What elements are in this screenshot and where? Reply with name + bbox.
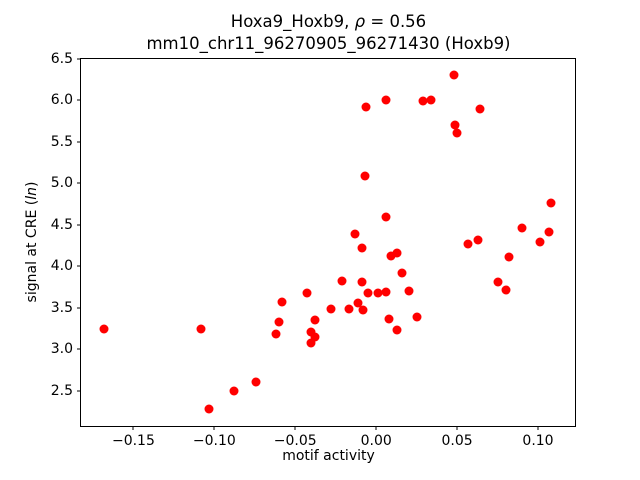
data-point [99,324,109,334]
data-point [404,286,414,296]
x-tick-mark [294,425,296,430]
data-point [386,251,396,261]
data-point [306,327,316,337]
data-point [353,298,363,308]
plot-area: −0.15 −0.10 −0.05 0.00 0.05 0.10 2.5 3.0 3.5 4.0 4… [51,51,577,449]
data-point [360,171,370,181]
title-correlation-value: = 0.56 [365,12,427,31]
chart-title-line2: mm10_chr11_96270905_96271430 (Hoxb9) [146,34,511,53]
x-tick-mark [213,425,215,430]
y-tick-label: 4.0 [50,258,73,275]
data-point [344,304,354,314]
data-point [357,277,367,287]
y-tick-label: 5.5 [50,133,73,150]
x-tick-mark [132,425,134,430]
x-tick-label: −0.15 [111,432,155,449]
y-axis-label-ln: ln [24,187,40,200]
y-axis-label-close: ) [24,181,40,188]
data-point [517,223,527,233]
data-point [418,96,428,106]
x-tick-mark [456,425,458,430]
data-point [463,239,473,249]
data-point [546,198,556,208]
chart-title-line1: Hoxa9_Hoxb9, ρ = 0.56 [80,11,577,33]
data-point [381,287,391,297]
y-tick-label: 4.5 [50,216,73,233]
data-point [361,102,371,112]
data-point [452,128,462,138]
y-tick-mark [77,58,81,60]
data-point [544,227,554,237]
data-point [384,314,394,324]
data-point [392,325,402,335]
y-tick-mark [77,141,81,143]
data-point [310,332,320,342]
data-point [229,386,239,396]
x-tick-label: 0.10 [522,432,554,449]
y-tick-label: 3.5 [50,299,73,316]
data-point [381,212,391,222]
y-tick-mark [77,224,81,226]
data-point [450,120,460,130]
y-tick-mark [77,265,81,267]
title-text: Hoxa9_Hoxb9, [230,12,355,31]
data-point [504,252,514,262]
data-point [358,305,368,315]
data-point [357,243,367,253]
data-point [493,277,503,287]
x-tick-mark [375,425,377,430]
x-tick-label: −0.05 [273,432,317,449]
data-point [196,324,206,334]
data-point [204,404,214,414]
data-point [475,104,485,114]
data-point [392,248,402,258]
data-point [251,377,261,387]
y-tick-mark [77,348,81,350]
data-point [277,297,287,307]
data-point [412,312,422,322]
data-point [350,229,360,239]
y-axis-label-text: signal at CRE ( [24,199,40,303]
data-point [397,268,407,278]
y-tick-mark [77,182,81,184]
data-point [337,276,347,286]
x-axis-label: motif activity [282,448,375,464]
chart-title: Hoxa9_Hoxb9, ρ = 0.56 mm10_chr11_9627090… [80,11,577,55]
data-point [501,285,511,295]
y-tick-label: 2.5 [50,382,73,399]
data-point [326,304,336,314]
y-tick-mark [77,307,81,309]
data-point [271,329,281,339]
y-tick-label: 6.0 [50,92,73,109]
x-tick-mark [537,425,539,430]
data-point [363,288,373,298]
data-point [274,317,284,327]
y-tick-label: 5.0 [50,175,73,192]
data-point [306,338,316,348]
data-point [373,288,383,298]
data-point [310,315,320,325]
y-tick-label: 6.5 [50,51,73,67]
x-tick-label: 0.00 [360,432,392,449]
title-rho-symbol: ρ [354,12,366,31]
data-point [302,288,312,298]
y-tick-mark [77,99,81,101]
data-point [381,95,391,105]
data-point [426,95,436,105]
data-point [473,235,483,245]
x-tick-label: −0.10 [192,432,236,449]
y-axis-label: signal at CRE (ln) [24,182,40,303]
y-tick-label: 3.0 [50,341,73,358]
y-tick-mark [77,390,81,392]
x-tick-label: 0.05 [441,432,473,449]
data-point [535,237,545,246]
data-point [449,70,459,80]
